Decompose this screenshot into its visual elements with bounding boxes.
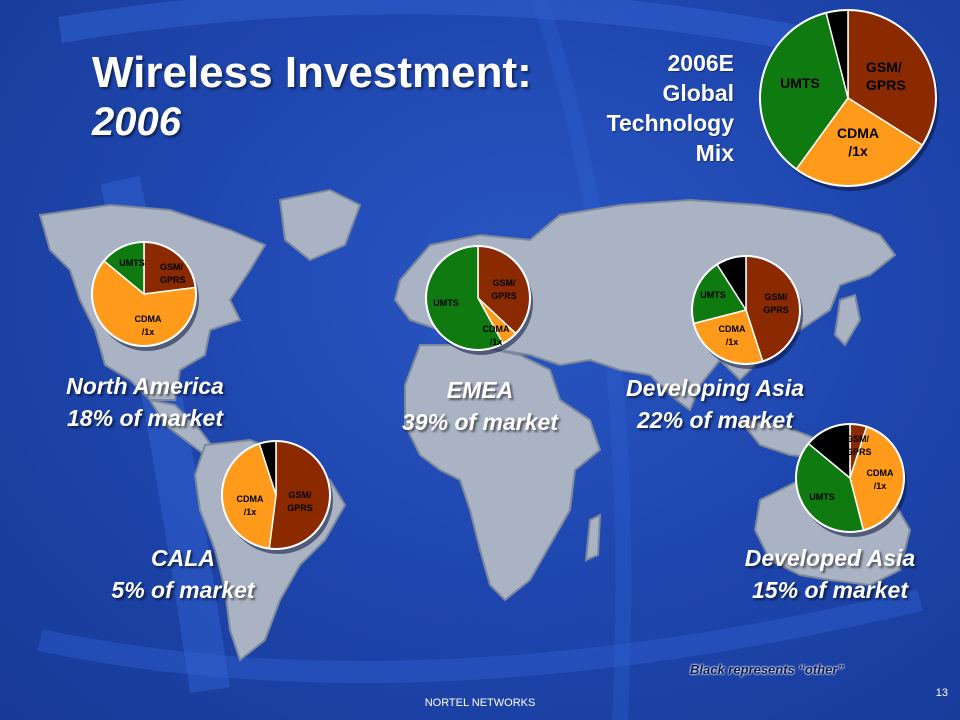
pie-slice-label: GSM/GPRS bbox=[763, 292, 789, 315]
japan-land bbox=[833, 293, 862, 347]
pie-slice-label: CDMA/1x bbox=[237, 494, 264, 517]
region-label-developing-asia: Developing Asia 22% of market bbox=[600, 372, 830, 436]
pie-rim bbox=[691, 255, 801, 365]
pie-rim bbox=[91, 241, 197, 347]
pie-slice-label: UMTS bbox=[780, 75, 820, 91]
north-america-pie-chart: GSM/GPRS CDMA/1x UMTS bbox=[86, 236, 206, 363]
pie-slice-label: UMTS bbox=[119, 258, 145, 268]
pie-slice-label: CDMA/1x bbox=[135, 314, 162, 337]
region-label-developed-asia: Developed Asia 15% of market bbox=[720, 542, 940, 606]
page-number: 13 bbox=[935, 687, 948, 699]
globe-arc bbox=[37, 589, 923, 683]
pie-rim bbox=[425, 245, 531, 351]
pie-slice-label: GSM/GPRS bbox=[846, 434, 872, 457]
region-share: 15% of market bbox=[752, 577, 908, 603]
pie-slice-label: CDMA/1x bbox=[867, 468, 894, 491]
developed-asia-pie-chart: GSM/GPRS CDMA/1x UMTS bbox=[790, 418, 914, 549]
pie-rim bbox=[221, 440, 331, 550]
madagascar-land bbox=[584, 513, 602, 562]
global-mix-label-line: Technology bbox=[606, 110, 734, 136]
slide-title: Wireless Investment: bbox=[92, 48, 532, 97]
pie-rim bbox=[795, 423, 905, 533]
global-mix-label-line: Mix bbox=[695, 140, 734, 166]
pie-slice-label: GSM/GPRS bbox=[160, 262, 186, 285]
footer-company: NORTEL NETWORKS bbox=[424, 697, 536, 709]
region-share: 39% of market bbox=[402, 409, 558, 435]
region-share: 22% of market bbox=[637, 407, 793, 433]
region-share: 5% of market bbox=[111, 577, 255, 603]
region-name: EMEA bbox=[446, 377, 514, 403]
global-pie-chart: GSM/GPRS CDMA/1x UMTS bbox=[754, 4, 946, 203]
region-label-emea: EMEA 39% of market bbox=[380, 374, 580, 438]
global-mix-label-line: Global bbox=[662, 80, 734, 106]
footnote: Black represents “other” bbox=[690, 662, 844, 677]
global-mix-label: 2006E Global Technology Mix bbox=[534, 48, 734, 168]
pie-slice-label: UMTS bbox=[700, 290, 726, 300]
region-name: North America bbox=[66, 373, 224, 399]
slide-subtitle: 2006 bbox=[92, 100, 181, 144]
pie-slice-label: GSM/GPRS bbox=[491, 278, 517, 301]
region-name: CALA bbox=[151, 545, 215, 571]
cala-pie-chart: GSM/GPRS CDMA/1x bbox=[216, 435, 340, 566]
global-mix-label-line: 2006E bbox=[667, 50, 734, 76]
pie-rim bbox=[759, 9, 937, 187]
pie-slice-label: CDMA/1x bbox=[837, 125, 879, 159]
pie-slice-label: UMTS bbox=[809, 492, 835, 502]
africa-land bbox=[404, 344, 602, 602]
greenland-land bbox=[278, 188, 362, 262]
developing-asia-pie-chart: GSM/GPRS CDMA/1x UMTS bbox=[686, 250, 810, 381]
pie-slice-label: GSM/GPRS bbox=[287, 490, 313, 513]
pie-slice-label: CDMA/1x bbox=[483, 324, 510, 347]
region-share: 18% of market bbox=[67, 405, 223, 431]
emea-pie-chart: GSM/GPRS CDMA/1x UMTS bbox=[420, 240, 540, 367]
region-name: Developing Asia bbox=[625, 375, 805, 401]
pie-slice-label: UMTS bbox=[433, 298, 459, 308]
pie-slice-label: GSM/GPRS bbox=[866, 59, 906, 93]
region-name: Developed Asia bbox=[744, 545, 916, 571]
globe-arc bbox=[57, 0, 904, 73]
region-label-cala: CALA 5% of market bbox=[88, 542, 278, 606]
region-label-north-america: North America 18% of market bbox=[50, 370, 240, 434]
pie-slice-label: CDMA/1x bbox=[719, 324, 746, 347]
